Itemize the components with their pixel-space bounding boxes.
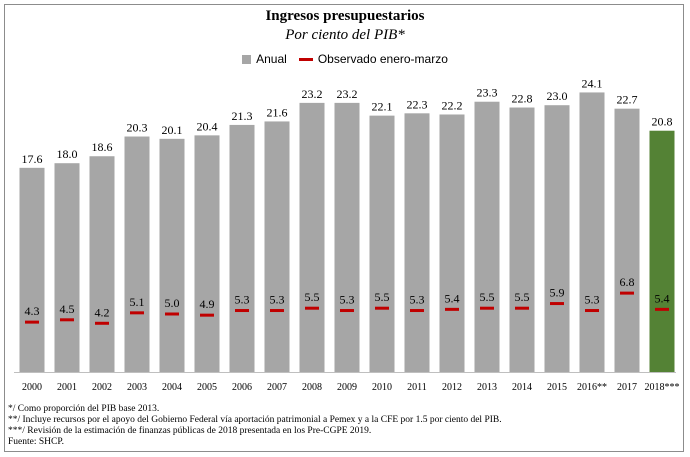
bar-anual-4 [159, 138, 185, 372]
bar-label-anual-16: 24.1 [582, 76, 603, 90]
bar-anual-11 [404, 113, 430, 372]
legend-swatch-anual [242, 54, 252, 64]
x-tick-label-7: 2007 [267, 382, 287, 393]
chart-plot: 17.6 4.3 2000 18.0 4.5 2001 18.6 4.2 2002 20.3 5.1… [14, 76, 680, 393]
chart-subtitle: Por ciento del PIB* [285, 27, 405, 43]
bar-anual-12 [439, 114, 465, 372]
bar-anual-14 [509, 107, 535, 373]
bar-label-anual-5: 20.4 [197, 119, 218, 133]
note-2: **/ Incluye recursos por el apoyo del Go… [8, 415, 502, 425]
bar-anual-18 [649, 130, 675, 372]
chart-legend: Anual Observado enero-marzo [0, 52, 690, 66]
bar-label-anual-15: 23.0 [547, 89, 568, 103]
bar-label-anual-10: 22.1 [372, 100, 393, 114]
bar-label-anual-3: 20.3 [127, 121, 148, 135]
chart-notes: */ Como proporción del PIB base 2013. **… [8, 404, 502, 448]
bar-label-anual-9: 23.2 [337, 87, 358, 101]
marker-label-observado-8: 5.5 [305, 290, 320, 304]
marker-label-observado-11: 5.3 [410, 293, 425, 307]
note-3: ***/ Revisión de la estimación de finanz… [8, 426, 372, 436]
marker-label-observado-13: 5.5 [480, 290, 495, 304]
bar-anual-9 [334, 102, 360, 372]
legend-item-observado: Observado enero-marzo [298, 52, 448, 66]
x-tick-label-5: 2005 [197, 382, 217, 393]
legend-label-observado: Observado enero-marzo [317, 52, 448, 66]
x-tick-label-15: 2015 [547, 382, 567, 393]
legend-swatch-observado [298, 57, 313, 61]
marker-label-observado-18: 5.4 [655, 291, 670, 305]
x-tick-label-6: 2006 [232, 382, 252, 393]
bar-anual-13 [474, 101, 500, 372]
marker-label-observado-14: 5.5 [515, 290, 530, 304]
bar-anual-8 [299, 102, 325, 372]
marker-label-observado-3: 5.1 [130, 295, 145, 309]
x-tick-label-0: 2000 [22, 382, 42, 393]
bar-label-anual-2: 18.6 [92, 140, 113, 154]
marker-label-observado-10: 5.5 [375, 290, 390, 304]
bar-label-anual-11: 22.3 [407, 97, 428, 111]
bar-label-anual-13: 23.3 [477, 86, 498, 100]
x-tick-label-10: 2010 [372, 382, 392, 393]
marker-label-observado-9: 5.3 [340, 293, 355, 307]
marker-label-observado-5: 4.9 [200, 297, 215, 311]
x-tick-label-2: 2002 [92, 382, 112, 393]
bar-label-anual-17: 22.7 [617, 93, 638, 107]
bar-anual-17 [614, 108, 640, 373]
x-tick-label-14: 2014 [512, 382, 532, 393]
bar-anual-15 [544, 105, 570, 372]
x-tick-label-8: 2008 [302, 382, 322, 393]
bar-label-anual-8: 23.2 [302, 87, 323, 101]
marker-label-observado-16: 5.3 [585, 293, 600, 307]
note-1: */ Como proporción del PIB base 2013. [8, 404, 160, 414]
marker-label-observado-2: 4.2 [95, 305, 110, 319]
legend-item-anual: Anual [242, 52, 287, 66]
chart-frame [4, 4, 684, 452]
marker-label-observado-1: 4.5 [60, 302, 75, 316]
note-source: Fuente: SHCP. [8, 437, 64, 447]
marker-label-observado-6: 5.3 [235, 293, 250, 307]
bar-label-anual-7: 21.6 [267, 105, 288, 119]
bar-anual-3 [124, 136, 150, 372]
bar-label-anual-12: 22.2 [442, 98, 463, 112]
bar-anual-16 [579, 92, 605, 372]
bar-anual-2 [89, 156, 115, 372]
bar-anual-7 [264, 121, 290, 372]
x-tick-label-3: 2003 [127, 382, 147, 393]
bar-label-anual-1: 18.0 [57, 147, 78, 161]
bar-label-anual-6: 21.3 [232, 109, 253, 123]
x-tick-label-17: 2017 [617, 382, 637, 393]
chart-title: Ingresos presupuestarios [265, 8, 425, 24]
bar-anual-0 [19, 167, 45, 372]
bar-label-anual-0: 17.6 [22, 152, 43, 166]
x-tick-label-11: 2011 [407, 382, 427, 393]
bar-anual-6 [229, 124, 255, 372]
bar-anual-5 [194, 135, 220, 372]
bar-label-anual-14: 22.8 [512, 92, 533, 106]
marker-label-observado-15: 5.9 [550, 286, 565, 300]
bar-anual-10 [369, 115, 395, 372]
x-tick-label-13: 2013 [477, 382, 497, 393]
marker-label-observado-17: 6.8 [620, 275, 635, 289]
marker-label-observado-0: 4.3 [25, 304, 40, 318]
legend-label-anual: Anual [256, 52, 287, 66]
x-tick-label-1: 2001 [57, 382, 77, 393]
marker-label-observado-7: 5.3 [270, 293, 285, 307]
x-tick-label-12: 2012 [442, 382, 462, 393]
marker-label-observado-4: 5.0 [165, 296, 180, 310]
x-tick-label-9: 2009 [337, 382, 357, 393]
x-tick-label-16: 2016** [577, 382, 607, 393]
marker-label-observado-12: 5.4 [445, 291, 460, 305]
bar-label-anual-4: 20.1 [162, 123, 183, 137]
x-tick-label-4: 2004 [162, 382, 182, 393]
bar-anual-1 [54, 163, 80, 372]
bar-label-anual-18: 20.8 [652, 115, 673, 129]
x-tick-label-18: 2018*** [645, 382, 680, 393]
